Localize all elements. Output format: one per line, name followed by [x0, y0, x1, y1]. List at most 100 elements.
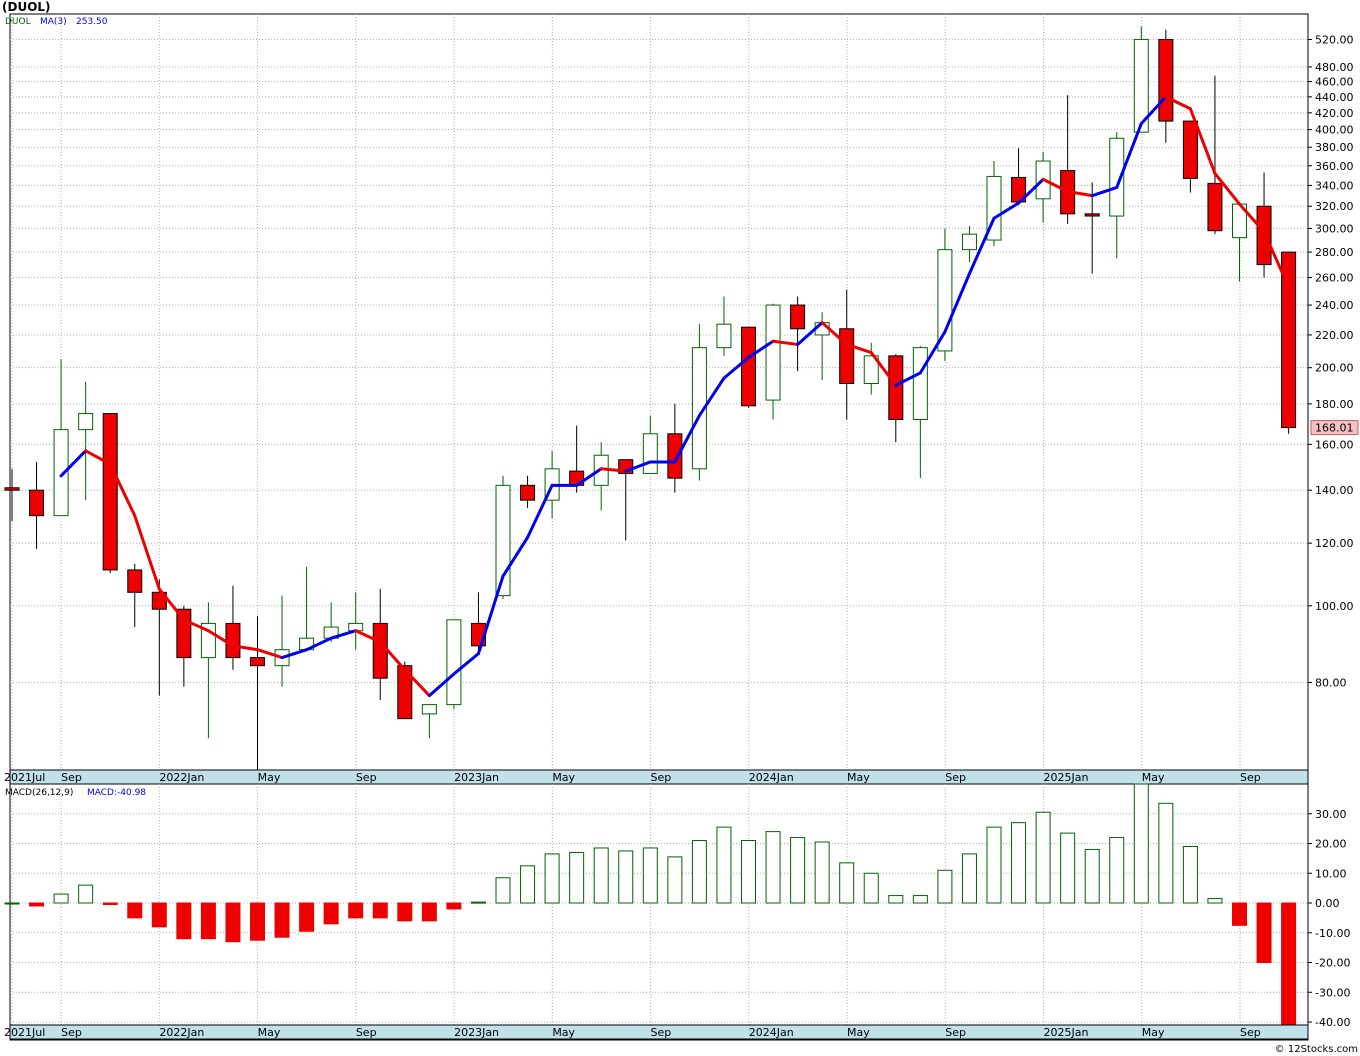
macd-bar: [741, 840, 756, 904]
candle: [78, 381, 94, 501]
macd-bar: [29, 902, 45, 907]
price-x-label: Sep: [945, 771, 966, 784]
candle-body: [1084, 213, 1100, 217]
candle: [667, 403, 683, 493]
macd-bar: [716, 826, 732, 904]
candle-body: [765, 304, 781, 401]
last-price-box: [1310, 420, 1359, 436]
price-tick-label: 520.00: [1315, 33, 1354, 46]
macd-y-axis: 30.00 20.00 10.00 0.00 -10.00 -20.00 -30.00 -40…: [1308, 808, 1350, 1029]
candle-body: [888, 355, 904, 420]
ma-segment: [403, 668, 431, 698]
macd-legend-value: MACD:-40.98: [87, 788, 146, 798]
ma-segment: [943, 272, 971, 334]
macd-bar: [372, 902, 388, 919]
ma-segment: [894, 371, 922, 387]
candle-body: [642, 433, 658, 474]
ma-segment: [59, 449, 88, 478]
ma-line: [59, 95, 1291, 698]
ma-segment: [256, 648, 284, 660]
candle-body: [127, 569, 143, 593]
ma-segment: [1066, 190, 1094, 198]
ma-segment: [1164, 95, 1192, 111]
macd-bar: [1060, 832, 1076, 904]
macd-tick-label: -40.00: [1315, 1016, 1350, 1029]
macd-bar: [691, 840, 707, 904]
candle: [961, 226, 977, 263]
macd-tick-label: 0.00: [1315, 897, 1340, 910]
ma-segment: [206, 629, 235, 648]
macd-bar: [961, 853, 977, 904]
candle-body: [102, 413, 118, 571]
ma-segment: [845, 342, 873, 355]
ma-segment: [1213, 171, 1241, 206]
macd-bar: [912, 895, 928, 904]
price-x-axis: 2021Jul Sep 2022Jan May Sep 2023Jan May Sep 2024…: [4, 769, 1309, 785]
price-panel: 80.00 100.00 120.00 140.00 160.00 180.00 200.0…: [4, 13, 1359, 785]
macd-bar: [274, 902, 290, 938]
candle: [1133, 26, 1149, 133]
macd-x-label: 2021Jul: [4, 1026, 45, 1039]
macd-bar: [250, 902, 265, 941]
price-grid: [10, 14, 1308, 770]
macd-x-label: May: [258, 1026, 281, 1039]
ma-segment: [84, 449, 112, 466]
macd-histogram: [4, 783, 1297, 1026]
legend-ma: MA(3): [40, 17, 67, 27]
macd-bar: [888, 895, 904, 904]
candle: [102, 413, 118, 574]
candle-body: [372, 622, 388, 679]
candle-body: [520, 484, 536, 501]
price-x-label: May: [847, 771, 870, 784]
price-tick-label: 300.00: [1315, 222, 1354, 235]
macd-x-axis: 2021Jul Sep 2022Jan May Sep 2023Jan May Sep 2024…: [4, 1024, 1309, 1040]
ma-segment: [771, 339, 800, 346]
price-x-label: 2022Jan: [159, 771, 204, 784]
ma-segment: [796, 321, 824, 346]
macd-bar: [1158, 802, 1174, 904]
price-tick-label: 180.00: [1315, 398, 1354, 411]
price-x-label: 2023Jan: [454, 771, 499, 784]
macd-bar: [225, 902, 241, 943]
macd-bar: [470, 901, 486, 904]
price-tick-label: 380.00: [1315, 141, 1354, 154]
macd-bar: [814, 841, 830, 904]
macd-bar: [544, 853, 560, 904]
macd-bar: [765, 831, 781, 904]
candle-body: [741, 326, 756, 407]
candle-body: [151, 591, 167, 610]
macd-bar: [1035, 811, 1051, 904]
macd-bar: [200, 902, 216, 940]
macd-x-label: 2022Jan: [159, 1026, 204, 1039]
macd-bar: [520, 865, 536, 904]
macd-tick-label: -30.00: [1315, 986, 1350, 999]
price-tick-label: 320.00: [1315, 200, 1354, 213]
ma-segment: [918, 330, 947, 375]
price-tick-label: 100.00: [1315, 600, 1354, 613]
symbol-title: (DUOL): [2, 0, 51, 14]
ma-segment: [1115, 122, 1143, 189]
candle-body: [176, 608, 192, 659]
price-y-axis: 80.00 100.00 120.00 140.00 160.00 180.00 200.0…: [1308, 33, 1354, 689]
candle: [765, 303, 781, 420]
macd-bar: [1182, 845, 1198, 904]
macd-bar: [127, 902, 143, 919]
candle: [127, 563, 143, 628]
macd-bar: [53, 893, 69, 904]
macd-bar: [1232, 902, 1247, 926]
macd-bar: [569, 851, 585, 904]
macd-x-label: May: [1142, 1026, 1165, 1039]
macd-x-band: [9, 1024, 1309, 1040]
macd-x-label: May: [847, 1026, 870, 1039]
price-tick-label: 420.00: [1315, 107, 1354, 120]
macd-bar: [790, 837, 806, 904]
ma-segment: [231, 644, 259, 652]
macd-bar: [1256, 902, 1272, 964]
candle-body: [961, 233, 977, 251]
ma-segment: [526, 483, 554, 539]
price-tick-label: 200.00: [1315, 362, 1354, 375]
macd-bar: [495, 877, 511, 904]
ma-segment: [1262, 230, 1291, 289]
price-tick-label: 240.00: [1315, 299, 1354, 312]
